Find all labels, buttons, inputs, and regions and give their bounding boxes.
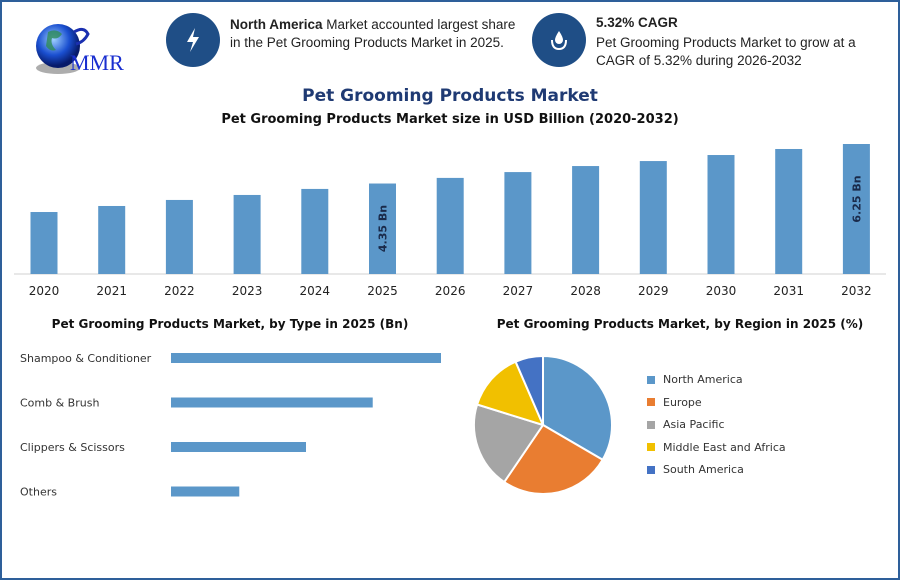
type-bar-chart: Shampoo & Conditioner Comb & Brush Clipper…: [20, 352, 441, 499]
bar-2024: [301, 188, 329, 274]
bar-2030: [707, 155, 735, 274]
bar-2023: [233, 194, 261, 274]
bar-2021: [98, 205, 126, 274]
info-card-2-text: 5.32% CAGR Pet Grooming Products Market …: [596, 14, 886, 70]
type-bar-3: [171, 486, 240, 497]
pie-slice-south-america: [514, 354, 544, 426]
pie-slice-north-america: [542, 354, 613, 462]
legend-swatch: [647, 420, 655, 429]
mmr-logo: MMR: [28, 18, 138, 78]
data-label: 4.35 Bn: [377, 205, 390, 252]
legend-item: Europe: [647, 396, 702, 409]
logo-text: MMR: [70, 50, 124, 75]
category-label: Clippers & Scissors: [20, 441, 125, 454]
legend-item: Middle East and Africa: [647, 441, 786, 454]
bar-2032: [842, 144, 870, 274]
x-tick-label: 2028: [570, 284, 601, 298]
legend-item: South America: [647, 463, 744, 476]
type-bar-2: [171, 442, 306, 452]
type-chart-title: Pet Grooming Products Market, by Type in…: [51, 317, 409, 331]
x-tick-label: 2026: [435, 284, 466, 298]
bar-2025: [369, 183, 396, 274]
bar-2020: [30, 212, 58, 274]
region-pie-chart: [473, 354, 613, 495]
type-bar-1: [171, 397, 373, 408]
category-label: Comb & Brush: [20, 397, 99, 410]
bar-2029: [639, 161, 667, 274]
legend-item: North America: [647, 373, 743, 386]
info-card-2-body: Pet Grooming Products Market to grow at …: [596, 35, 856, 68]
info-card-1-icon-circle: [166, 13, 220, 67]
region-chart-title: Pet Grooming Products Market, by Region …: [496, 317, 864, 331]
droplet-hand-icon: [551, 31, 567, 51]
legend-label: North America: [663, 373, 743, 386]
x-tick-label: 2030: [706, 284, 737, 298]
x-tick-label: 2025: [367, 284, 398, 298]
bar-2022: [165, 199, 193, 274]
x-tick-label: 2029: [638, 284, 669, 298]
legend-label: Middle East and Africa: [663, 440, 786, 454]
category-label: Shampoo & Conditioner: [20, 352, 152, 365]
pie-slice-asia-pacific: [473, 403, 545, 484]
type-bar-0: [171, 353, 441, 363]
legend-label: South America: [663, 463, 744, 476]
pie-slice-middle-east-and-africa: [475, 360, 545, 427]
legend-swatch: [647, 398, 655, 406]
x-tick-label: 2024: [300, 284, 331, 298]
globe-icon: [36, 24, 90, 74]
legend-item: Asia Pacific: [647, 418, 725, 431]
bar-2028: [572, 166, 600, 274]
legend-swatch: [647, 375, 655, 384]
info-card-1-text: North America Market accounted largest s…: [230, 16, 520, 52]
data-label: 6.25 Bn: [850, 175, 863, 222]
pie-slice-europe: [502, 423, 604, 495]
x-tick-label: 2027: [503, 284, 534, 298]
annual-market-size-bar-chart: 2020 2021 2022 2023 2024 2025 4.35 Bn 2026 2027 2…: [14, 144, 886, 298]
bar-2026: [436, 177, 464, 274]
legend-swatch: [647, 465, 655, 474]
info-card-1-body: Market accounted largest share in the Pe…: [230, 17, 516, 50]
info-card-2-highlight: 5.32% CAGR: [596, 15, 678, 30]
legend-swatch: [647, 443, 655, 451]
lightning-bolt-icon: [187, 28, 199, 52]
legend-label: Asia Pacific: [663, 418, 725, 431]
category-label: Others: [20, 486, 57, 499]
x-tick-label: 2020: [29, 284, 60, 298]
info-card-1-highlight: North America: [230, 17, 323, 32]
bar-2027: [504, 172, 532, 274]
x-tick-label: 2022: [164, 284, 195, 298]
bar-chart-title: Pet Grooming Products Market size in USD…: [221, 112, 679, 127]
legend-label: Europe: [663, 395, 702, 409]
info-card-2-icon-circle: [532, 13, 586, 67]
main-title: Pet Grooming Products Market: [302, 86, 598, 106]
x-tick-label: 2031: [773, 284, 804, 298]
x-tick-label: 2023: [232, 284, 263, 298]
x-tick-label: 2032: [841, 284, 872, 298]
x-tick-label: 2021: [96, 284, 127, 298]
bar-2031: [775, 148, 803, 274]
